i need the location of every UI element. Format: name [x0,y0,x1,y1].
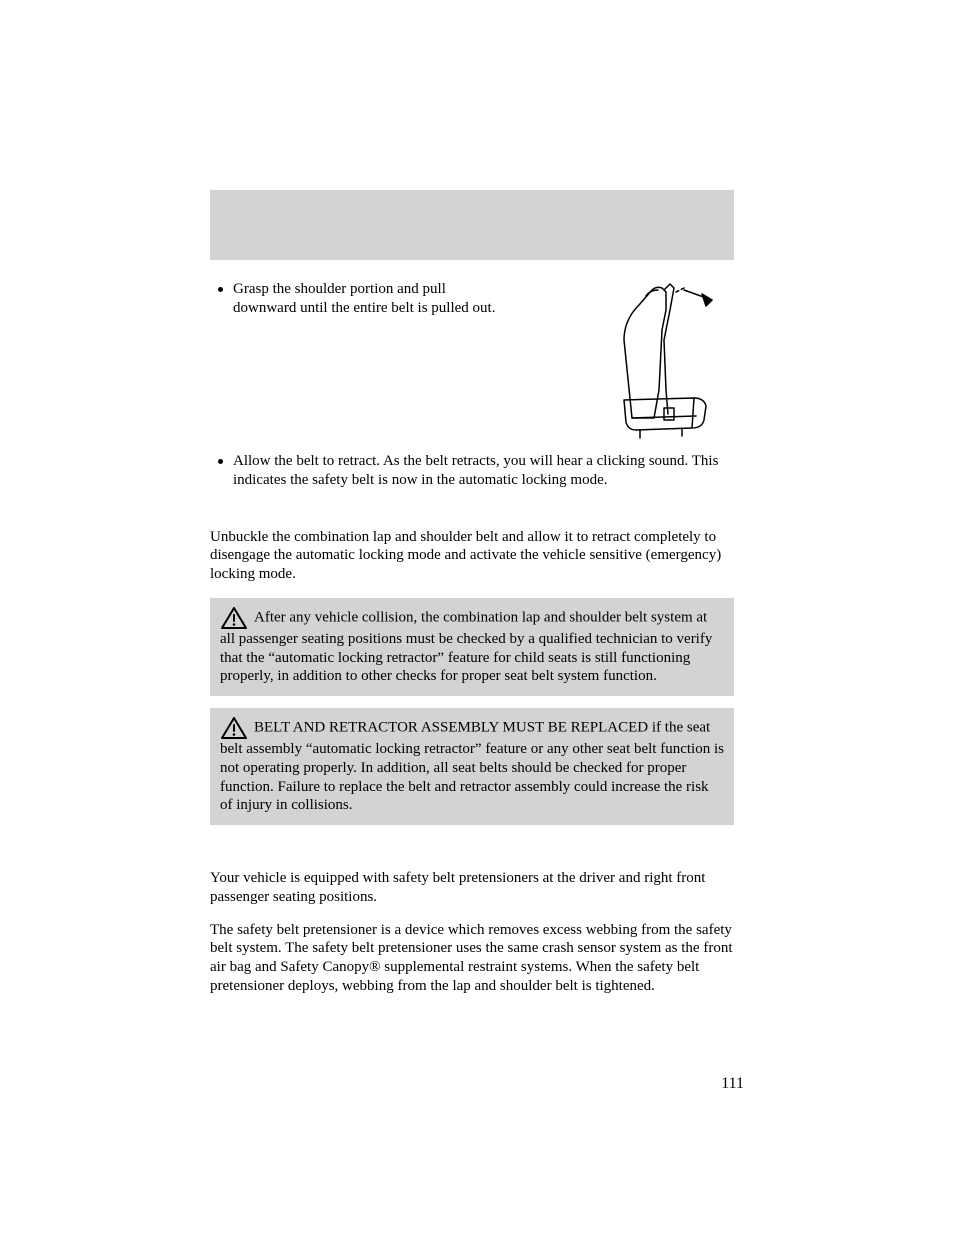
bullet-text-col: Grasp the shoulder portion and pull down… [210,280,500,318]
warning-1-text: After any vehicle collision, the combina… [220,609,712,684]
warning-box-1: After any vehicle collision, the combina… [210,598,734,696]
paragraph-pretensioner-intro: Your vehicle is equipped with safety bel… [210,869,734,907]
page: Grasp the shoulder portion and pull down… [0,0,954,1235]
warning-box-2: BELT AND RETRACTOR ASSEMBLY MUST BE REPL… [210,708,734,825]
bullet-item-2: Allow the belt to retract. As the belt r… [210,452,734,490]
seat-belt-illustration [584,280,734,440]
gap [210,496,734,518]
warning-triangle-icon [220,716,248,740]
content-area: Grasp the shoulder portion and pull down… [210,280,734,1010]
header-bar [210,190,734,260]
bullet-2-text: Allow the belt to retract. As the belt r… [233,452,734,490]
page-number: 111 [721,1075,744,1093]
bullet-item-1: Grasp the shoulder portion and pull down… [210,280,734,440]
gap [210,837,734,859]
bullet-marker [218,459,223,464]
paragraph-unbuckle: Unbuckle the combination lap and shoulde… [210,528,734,584]
warning-triangle-icon [220,606,248,630]
bullet-marker [218,287,223,292]
warning-2-text: BELT AND RETRACTOR ASSEMBLY MUST BE REPL… [220,719,724,813]
bullet-1-text: Grasp the shoulder portion and pull down… [233,280,500,318]
paragraph-pretensioner-detail: The safety belt pretensioner is a device… [210,921,734,996]
